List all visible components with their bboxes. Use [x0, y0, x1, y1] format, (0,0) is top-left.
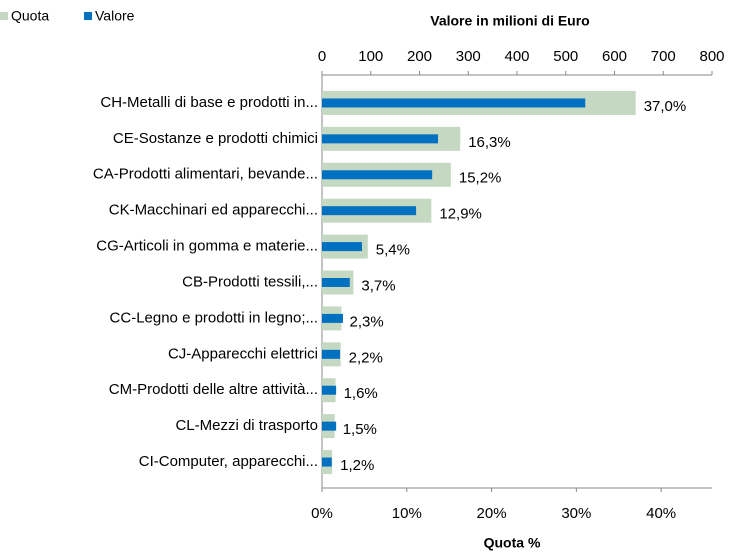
value-bar [322, 421, 337, 431]
data-label: 12,9% [439, 206, 482, 223]
x-tick-label: 0% [311, 505, 333, 522]
data-label: 5,4% [376, 242, 410, 259]
data-label: 1,5% [343, 421, 377, 438]
y-tick-label: CJ-Apparecchi elettrici [168, 345, 318, 362]
y-tick-label: CK-Macchinari ed apparecchi... [109, 202, 318, 219]
y-tick-label: CM-Prodotti delle altre attività... [109, 381, 318, 398]
value-bar [322, 349, 341, 359]
x2-axis-title: Valore in milioni di Euro [430, 13, 589, 29]
x2-tick-label: 800 [699, 48, 724, 65]
data-label: 1,6% [344, 385, 378, 402]
x-tick-label: 20% [477, 505, 507, 522]
value-bar [322, 385, 337, 395]
x-tick-label: 10% [392, 505, 422, 522]
y-tick-label: CE-Sostanze e prodotti chimici [113, 130, 318, 147]
legend-label: Valore [95, 8, 135, 24]
x2-tick-label: 700 [651, 48, 676, 65]
x-axis-title: Quota % [484, 535, 541, 551]
legend-swatch [0, 12, 8, 20]
y-tick-label: CL-Mezzi di trasporto [175, 417, 318, 434]
value-bar [322, 278, 350, 287]
data-label: 1,2% [340, 457, 374, 474]
x2-tick-label: 400 [504, 48, 529, 65]
value-bar [322, 313, 343, 323]
value-bar [322, 242, 362, 252]
x2-tick-label: 600 [602, 48, 627, 65]
y-tick-label: CI-Computer, apparecchi... [139, 453, 318, 470]
data-label: 3,7% [361, 277, 395, 294]
data-label: 15,2% [459, 170, 502, 187]
data-label: 2,3% [350, 313, 384, 330]
x2-tick-label: 300 [456, 48, 481, 65]
y-tick-label: CA-Prodotti alimentari, bevande... [93, 166, 318, 183]
y-tick-label: CG-Articoli in gomma e materie... [96, 238, 318, 255]
value-bar [322, 206, 417, 216]
value-bar [322, 134, 439, 144]
legend-label: Quota [11, 8, 49, 24]
data-label: 2,2% [349, 349, 383, 366]
data-label: 16,3% [468, 134, 511, 151]
y-tick-label: CC-Legno e prodotti in legno;... [110, 309, 318, 326]
x2-tick-label: 500 [553, 48, 578, 65]
value-bar [322, 170, 433, 180]
x-tick-label: 30% [561, 505, 591, 522]
x2-tick-label: 200 [407, 48, 432, 65]
value-bar [322, 457, 332, 467]
y-tick-label: CB-Prodotti tessili,... [182, 273, 318, 290]
x-tick-label: 40% [646, 505, 676, 522]
x2-tick-label: 100 [358, 48, 383, 65]
y-tick-label: CH-Metalli di base e prodotti in... [100, 94, 318, 111]
value-bar [322, 98, 586, 108]
legend-swatch [84, 12, 92, 20]
data-label: 37,0% [644, 98, 687, 115]
x2-tick-label: 0 [318, 48, 326, 65]
